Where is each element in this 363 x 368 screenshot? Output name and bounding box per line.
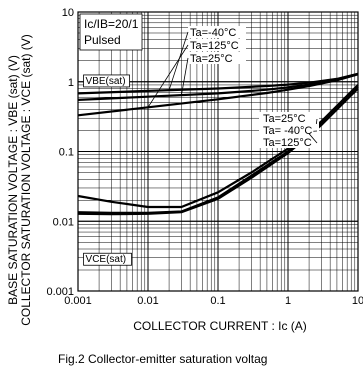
x-tick-label: 1 bbox=[285, 295, 291, 307]
y-tick-label: 10 bbox=[62, 7, 74, 19]
condition-label: Pulsed bbox=[84, 33, 121, 47]
vce-sat-label-box bbox=[83, 252, 132, 266]
vce-sat-label: VCE(sat) bbox=[86, 254, 127, 265]
legend-lower-label: Ta=25°C bbox=[263, 113, 306, 125]
y-axis-label-line1: COLLECTOR SATURATION VOLTAGE : VCE (sat)… bbox=[19, 34, 33, 326]
legend-lower-label: Ta= -40°C bbox=[263, 125, 312, 137]
conditions-box bbox=[79, 13, 143, 51]
plot-frame bbox=[77, 11, 359, 292]
x-tick-label: 0.1 bbox=[210, 295, 225, 307]
y-tick-label: 0.001 bbox=[46, 286, 74, 298]
condition-label: Ic/IB=20/1 bbox=[84, 17, 139, 31]
annotations: Ic/IB=20/1 Pulsed VBE(sat) VCE(sat) Ta=-40°C… bbox=[79, 13, 319, 266]
legend-upper-leader bbox=[181, 57, 189, 96]
legend-upper-leader bbox=[147, 44, 189, 108]
legend-upper-bg bbox=[188, 26, 246, 38]
legend-lower-bg bbox=[259, 112, 319, 124]
y-axis-label-line2: BASE SATURATION VOLTAGE : VBE (sat) (V) bbox=[6, 55, 20, 305]
y-tick-label: 1 bbox=[68, 77, 74, 89]
legend-lower-bg bbox=[259, 136, 319, 148]
vbe-sat-label: VBE(sat) bbox=[86, 76, 126, 87]
tick-labels: 0.001 0.01 0.1 1 10 0.001 0.01 0.1 1 10 bbox=[46, 7, 363, 307]
legend-upper-leader bbox=[168, 31, 189, 91]
x-tick-label: 0.001 bbox=[64, 295, 92, 307]
y-tick-label: 0.1 bbox=[59, 147, 74, 159]
legend-upper-label: Ta=-40°C bbox=[190, 27, 236, 39]
legend-lower-leader bbox=[308, 133, 318, 144]
series-line bbox=[77, 72, 359, 101]
x-axis-label: COLLECTOR CURRENT : Ic (A) bbox=[133, 319, 307, 333]
figure-caption: Fig.2 Collector-emitter saturation volta… bbox=[58, 352, 267, 366]
legend-upper-label: Ta=25°C bbox=[190, 53, 233, 65]
vbe-sat-label-box bbox=[83, 74, 130, 88]
legend-upper-label: Ta=125°C bbox=[190, 40, 239, 52]
x-tick-label: 0.01 bbox=[137, 295, 158, 307]
legend-lower-label: Ta=125°C bbox=[263, 137, 312, 149]
y-tick-label: 0.01 bbox=[53, 216, 74, 228]
legend-lower-bg bbox=[259, 124, 319, 136]
legend-upper-bg bbox=[188, 39, 246, 51]
x-tick-label: 10 bbox=[352, 295, 363, 307]
legend-upper-bg bbox=[188, 52, 246, 64]
